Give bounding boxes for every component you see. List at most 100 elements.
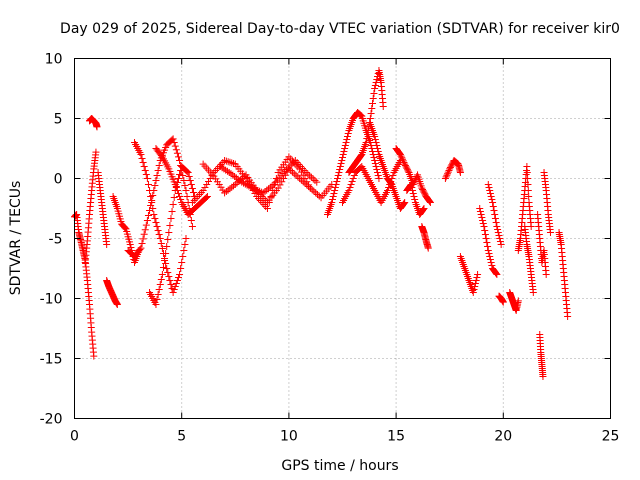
data-point [441,175,449,182]
data-point [400,159,408,166]
data-point [442,173,450,181]
data-point [232,174,240,182]
data-point [481,227,489,234]
data-point [188,185,196,192]
data-point [140,163,148,170]
data-point [524,175,532,182]
data-point [93,123,101,131]
data-point [379,103,387,110]
data-point [480,223,488,230]
data-point [371,136,379,143]
x-tick-label: 5 [177,429,186,445]
data-point [144,181,152,188]
data-point [169,201,177,208]
data-point [288,168,296,176]
data-point [143,175,151,182]
data-point [216,163,224,170]
data-point [400,200,408,207]
data-point [484,243,492,250]
y-tick-label: 5 [54,112,63,128]
data-point [471,280,479,287]
data-point [158,271,166,278]
data-point [357,112,365,119]
data-point [159,250,167,257]
data-point [489,199,497,206]
data-point [370,90,378,97]
data-point [331,187,339,194]
data-point [496,235,504,242]
data-point [328,199,336,206]
data-point [420,205,428,212]
data-point [164,269,172,276]
data-point [167,281,175,288]
data-point [486,256,494,263]
data-point [315,192,323,200]
series-g6 [536,331,547,380]
data-point [156,235,164,242]
data-point [396,151,404,158]
data-point [170,286,178,293]
data-point [221,189,229,197]
data-point [398,154,406,162]
data-point [479,217,487,224]
data-point [222,188,230,195]
data-point [183,168,191,175]
data-point [357,152,365,159]
data-point [362,139,370,146]
data-point [274,184,282,192]
data-point [409,187,417,194]
data-point [203,193,211,200]
data-point [182,187,190,194]
data-point [371,85,379,92]
data-point [330,190,338,197]
data-point [368,105,376,112]
data-point [344,130,352,137]
data-point [485,184,493,191]
data-point [385,184,393,191]
data-point [488,196,496,203]
data-point [488,262,496,269]
data-point [387,180,395,187]
data-point [486,187,494,194]
data-point [252,186,260,194]
data-point [250,185,258,193]
data-point [155,162,163,169]
data-point [169,135,177,143]
data-point [297,176,305,184]
data-point [306,172,314,180]
data-point [371,82,379,89]
data-point [384,187,392,194]
data-point [251,190,259,197]
data-point [304,170,312,178]
x-tick-label: 10 [280,429,298,445]
data-point [168,208,176,215]
data-point [172,184,180,191]
data-point [151,182,159,189]
data-point [184,169,192,176]
data-point [336,163,344,170]
data-point [222,166,230,174]
data-point [469,289,477,296]
data-point [281,167,289,175]
data-point [333,175,341,182]
data-point [373,166,381,173]
data-point [490,207,498,214]
data-point [404,167,412,175]
data-point [495,232,503,239]
data-point [372,163,380,170]
data-point [267,193,275,200]
data-point [90,352,98,360]
y-tick-label: 0 [54,172,63,188]
data-point [349,175,357,182]
data-point [443,171,451,179]
data-point [234,175,242,183]
data-point [494,226,502,233]
y-tick-label: -5 [49,232,63,248]
data-point [493,271,501,278]
data-point [331,184,339,191]
data-point [373,76,381,83]
data-point [103,241,111,248]
data-point [150,211,158,218]
data-point [171,283,179,290]
